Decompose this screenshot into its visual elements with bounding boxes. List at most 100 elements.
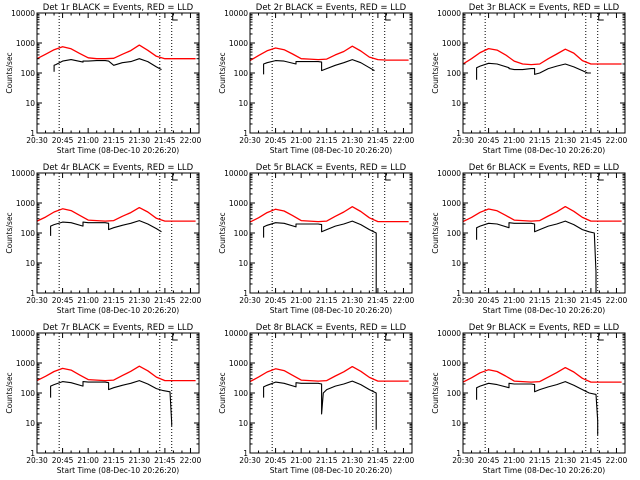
y-tick-label: 100 — [21, 229, 36, 238]
x-tick-label: 21:00 — [77, 456, 99, 465]
x-tick-label: 20:45 — [52, 136, 74, 145]
x-tick-label: 21:15 — [103, 296, 125, 305]
x-tick-label: 20:30 — [239, 456, 261, 465]
x-tick-label: 21:45 — [367, 456, 389, 465]
y-tick-label: 1000 — [229, 199, 248, 208]
y-tick-label: 10000 — [11, 9, 35, 18]
x-tick-label: 21:00 — [77, 296, 99, 305]
bracket-marker — [385, 173, 391, 181]
y-tick-label: 10 — [238, 259, 248, 268]
plot-frame — [36, 332, 200, 454]
series-line-events — [263, 59, 375, 75]
series-line-lld — [249, 45, 409, 62]
plot-frame — [462, 12, 626, 134]
x-tick-label: 21:30 — [129, 456, 151, 465]
detector-panel: Det 8r BLACK = Events, RED = LLD 1 10 100 10… — [218, 323, 415, 475]
bracket-marker — [385, 333, 391, 341]
y-tick-label: 10 — [238, 419, 248, 428]
y-tick-label: 1 — [456, 129, 461, 138]
y-tick-label: 10 — [25, 259, 35, 268]
series-line-events — [476, 381, 599, 435]
x-tick-label: 21:30 — [555, 296, 577, 305]
panel-title: Det 9r BLACK = Events, RED = LLD — [469, 323, 620, 333]
x-tick-label: 21:00 — [503, 456, 525, 465]
x-tick-label: 21:30 — [129, 136, 151, 145]
x-tick-label: 22:00 — [180, 296, 202, 305]
x-tick-label: 20:30 — [452, 136, 474, 145]
panel-title: Det 8r BLACK = Events, RED = LLD — [256, 323, 407, 333]
y-tick-label: 1 — [243, 129, 248, 138]
detector-panel: Det 4r BLACK = Events, RED = LLD 1 10 100 10… — [5, 163, 202, 315]
x-tick-label: 22:00 — [606, 136, 628, 145]
bracket-marker — [172, 333, 178, 341]
x-tick-label: 21:45 — [154, 456, 176, 465]
y-axis-title: Counts/sec — [431, 212, 440, 253]
detector-panel: Det 2r BLACK = Events, RED = LLD 1 10 100 10… — [218, 3, 415, 155]
x-tick-label: 20:45 — [52, 456, 74, 465]
bracket-marker — [598, 13, 604, 21]
bracket-marker — [172, 173, 178, 181]
x-axis-title: Start Time (08-Dec-10 20:26:20) — [483, 306, 605, 315]
detector-panel: Det 3r BLACK = Events, RED = LLD 1 10 100 10… — [431, 3, 628, 155]
x-tick-label: 21:30 — [555, 136, 577, 145]
y-tick-label: 1 — [30, 129, 35, 138]
y-tick-label: 100 — [447, 229, 462, 238]
panel-title: Det 4r BLACK = Events, RED = LLD — [43, 163, 194, 173]
x-axis-title: Start Time (08-Dec-10 20:26:20) — [57, 306, 179, 315]
x-axis-title: Start Time (08-Dec-10 20:26:20) — [270, 306, 392, 315]
x-tick-label: 20:45 — [265, 136, 287, 145]
y-tick-label: 1000 — [16, 359, 35, 368]
x-tick-label: 22:00 — [393, 136, 415, 145]
series-line-events — [263, 220, 377, 293]
x-tick-label: 22:00 — [393, 456, 415, 465]
x-tick-label: 20:45 — [478, 136, 500, 145]
y-tick-label: 100 — [234, 229, 249, 238]
y-tick-label: 100 — [447, 389, 462, 398]
y-axis-title: Counts/sec — [218, 372, 227, 413]
x-axis-title: Start Time (08-Dec-10 20:26:20) — [483, 146, 605, 155]
x-tick-label: 21:00 — [290, 136, 312, 145]
y-tick-label: 10 — [25, 419, 35, 428]
x-tick-label: 22:00 — [606, 456, 628, 465]
plot-frame — [36, 12, 200, 134]
plot-frame — [462, 172, 626, 294]
bracket-marker — [598, 173, 604, 181]
y-tick-label: 10000 — [11, 169, 35, 178]
x-tick-label: 21:15 — [103, 456, 125, 465]
y-tick-label: 10000 — [437, 169, 461, 178]
x-tick-label: 21:00 — [290, 456, 312, 465]
y-axis-title: Counts/sec — [431, 52, 440, 93]
x-tick-label: 21:00 — [290, 296, 312, 305]
x-tick-label: 21:15 — [529, 136, 551, 145]
x-tick-label: 21:45 — [580, 456, 602, 465]
series-line-lld — [462, 47, 622, 66]
y-tick-label: 10000 — [224, 169, 248, 178]
x-tick-label: 20:45 — [52, 296, 74, 305]
plot-frame — [249, 172, 413, 294]
x-tick-label: 21:00 — [77, 136, 99, 145]
series-line-events — [476, 62, 591, 80]
series-line-lld — [36, 44, 196, 60]
y-tick-label: 1000 — [229, 359, 248, 368]
plot-frame — [36, 172, 200, 294]
series-line-events — [263, 380, 377, 430]
bracket-marker — [172, 13, 178, 21]
y-axis-title: Counts/sec — [5, 52, 14, 93]
x-tick-label: 21:45 — [580, 136, 602, 145]
series-line-lld — [36, 365, 196, 382]
x-tick-label: 20:30 — [239, 296, 261, 305]
x-tick-label: 21:00 — [503, 136, 525, 145]
series-line-lld — [36, 206, 196, 222]
plot-frame — [249, 332, 413, 454]
x-tick-label: 21:15 — [103, 136, 125, 145]
panel-title: Det 5r BLACK = Events, RED = LLD — [256, 163, 407, 173]
panel-title: Det 6r BLACK = Events, RED = LLD — [469, 163, 620, 173]
x-tick-label: 21:15 — [529, 296, 551, 305]
x-tick-label: 20:45 — [265, 456, 287, 465]
y-axis-title: Counts/sec — [431, 372, 440, 413]
detector-panel: Det 1r BLACK = Events, RED = LLD 1 10 100 10… — [5, 3, 202, 155]
y-tick-label: 1000 — [16, 39, 35, 48]
x-axis-title: Start Time (08-Dec-10 20:26:20) — [483, 466, 605, 475]
x-tick-label: 21:45 — [580, 296, 602, 305]
